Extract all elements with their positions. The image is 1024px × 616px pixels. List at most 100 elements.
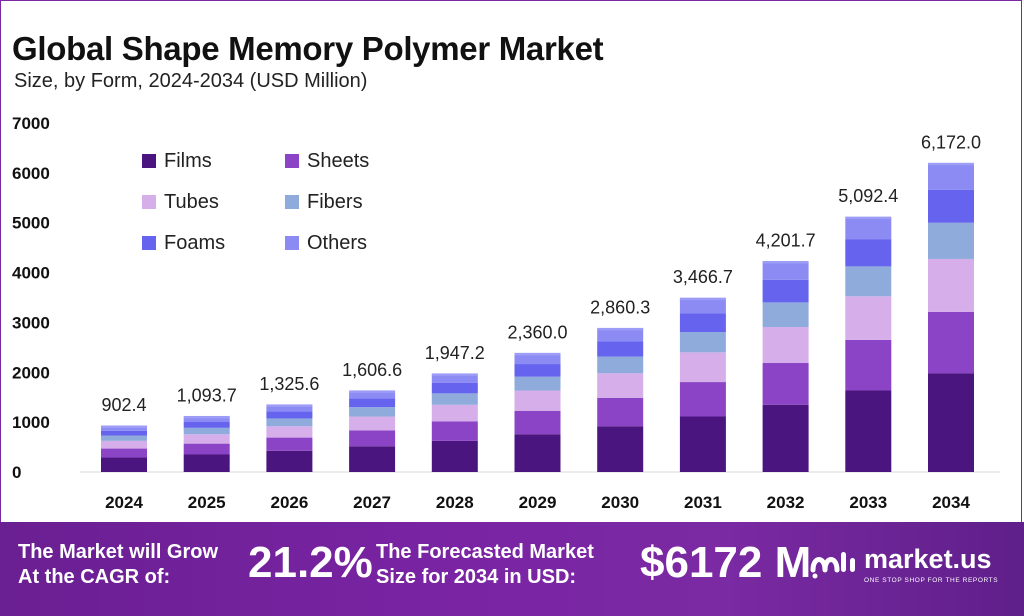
y-tick-label: 2000 [12, 363, 50, 382]
x-tick-label: 2029 [519, 493, 557, 512]
market-us-logo-icon [810, 552, 855, 579]
bar-total-label: 2,860.3 [590, 297, 650, 317]
bar-segment-sheets [101, 448, 147, 458]
bar-segment-sheets [183, 443, 230, 455]
legend-label-fibers: Fibers [307, 191, 363, 213]
bar-segment-tubes [679, 352, 726, 383]
bar-top-cap [514, 352, 561, 356]
y-tick-label: 0 [12, 463, 21, 482]
bar-top-cap [101, 425, 147, 429]
bar-segment-foams [928, 189, 974, 223]
bar-segment-foams [762, 279, 809, 303]
bar-segment-fibers [679, 332, 726, 353]
bar-segment-fibers [349, 407, 396, 417]
legend-label-foams: Foams [164, 232, 225, 254]
bar-segment-sheets [349, 430, 396, 447]
bar-segment-foams [183, 421, 230, 428]
bar-segment-tubes [845, 296, 892, 340]
bar-segment-fibers [762, 302, 809, 328]
bar-total-label: 5,092.4 [838, 186, 898, 206]
bar-segment-films [183, 454, 230, 472]
bar-top-cap [183, 415, 230, 419]
x-tick-label: 2031 [684, 493, 722, 512]
bar-segment-foams [431, 382, 478, 394]
bar-total-label: 902.4 [101, 395, 146, 415]
legend-swatch-foams [142, 236, 156, 250]
bar-segment-fibers [928, 222, 974, 259]
bar-segment-others [349, 391, 396, 399]
bar-segment-sheets [845, 339, 892, 391]
bar-total-label: 1,093.7 [177, 385, 237, 405]
y-tick-label: 4000 [12, 264, 50, 283]
bar-segment-others [845, 218, 892, 240]
bar-segment-sheets [597, 397, 644, 427]
bar-segment-others [928, 164, 974, 190]
y-tick-label: 7000 [12, 114, 50, 133]
bar-segment-others [679, 299, 726, 314]
bar-top-cap [762, 261, 809, 264]
bar-segment-films [845, 390, 892, 472]
chart-subtitle: Size, by Form, 2024-2034 (USD Million) [14, 70, 368, 92]
bar-segment-films [928, 373, 974, 472]
bar-top-cap [266, 404, 313, 407]
cagr-label-line-1: The Market will Grow [18, 541, 219, 563]
bar-total-label: 2,360.0 [507, 322, 567, 342]
x-tick-label: 2028 [436, 493, 474, 512]
bar-segment-others [431, 374, 478, 383]
bar-segment-films [597, 426, 644, 472]
bar-segment-others [597, 329, 644, 342]
bar-segment-tubes [597, 373, 644, 398]
bar-segment-films [679, 416, 726, 472]
legend-label-films: Films [164, 150, 212, 172]
bar-segment-foams [266, 411, 313, 419]
bar-segment-tubes [349, 416, 396, 431]
bar-segment-tubes [514, 390, 561, 411]
legend-swatch-films [142, 154, 156, 168]
bar-segment-tubes [928, 258, 974, 312]
bar-segment-foams [101, 430, 147, 436]
bar-segment-sheets [431, 421, 478, 441]
bar-segment-tubes [762, 327, 809, 364]
legend-label-sheets: Sheets [307, 150, 369, 172]
bar-segment-films [762, 404, 809, 472]
bar-total-label: 1,325.6 [259, 374, 319, 394]
bar-segment-films [514, 434, 561, 472]
bar-segment-others [514, 354, 561, 365]
bar-segment-tubes [266, 426, 313, 438]
bar-segment-films [266, 450, 313, 472]
bar-segment-fibers [183, 427, 230, 435]
forecast-label-line-2: Size for 2034 in USD: [376, 566, 577, 588]
bar-total-label: 1,606.6 [342, 360, 402, 380]
x-tick-label: 2026 [270, 493, 308, 512]
bar-top-cap [845, 216, 892, 220]
legend-swatch-others [285, 236, 299, 250]
bar-segment-sheets [762, 363, 809, 405]
bar-top-cap [928, 162, 974, 166]
x-tick-label: 2033 [849, 493, 887, 512]
cagr-label-line-2: At the CAGR of: [18, 566, 171, 588]
x-tick-label: 2034 [932, 493, 970, 512]
x-tick-label: 2024 [105, 493, 143, 512]
forecast-value: $6172 M [640, 538, 812, 587]
bar-segment-fibers [431, 393, 478, 405]
x-tick-label: 2027 [353, 493, 391, 512]
bar-segment-foams [597, 341, 644, 357]
bar-segment-foams [679, 313, 726, 333]
bar-segment-fibers [266, 418, 313, 427]
cagr-value: 21.2% [248, 538, 373, 587]
bar-segment-fibers [514, 376, 561, 391]
x-tick-label: 2032 [767, 493, 805, 512]
bar-segment-others [183, 417, 230, 422]
bar-segment-sheets [266, 437, 313, 451]
legend-swatch-sheets [285, 154, 299, 168]
bar-segment-tubes [101, 440, 147, 449]
bar-chart: 0 1000 2000 3000 4000 5000 6000 7000 902.4 2024 1,… [12, 114, 1000, 512]
y-tick-label: 1000 [12, 413, 50, 432]
bar-segment-sheets [679, 382, 726, 417]
legend-label-tubes: Tubes [164, 191, 219, 213]
bar-segment-films [349, 446, 396, 472]
bar-segment-fibers [845, 266, 892, 297]
bar-segment-fibers [101, 435, 147, 441]
bar-segment-foams [349, 398, 396, 408]
legend-swatch-fibers [285, 195, 299, 209]
